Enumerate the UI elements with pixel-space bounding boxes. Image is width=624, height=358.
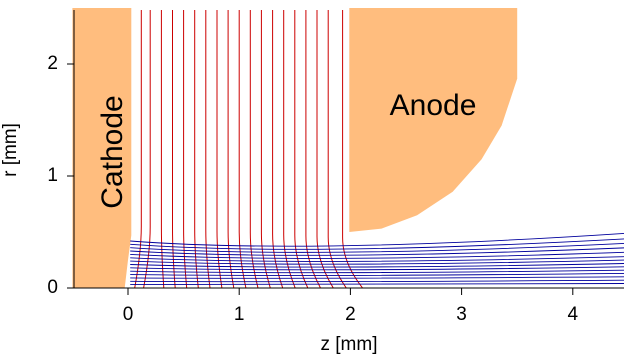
cathode-label: Cathode bbox=[96, 95, 129, 208]
x-tick-label: 4 bbox=[568, 304, 579, 325]
electrode-regions bbox=[72, 8, 518, 288]
equipotential-line bbox=[216, 10, 223, 288]
trajectory-line bbox=[130, 279, 624, 283]
trajectory-line bbox=[130, 242, 624, 253]
trajectory-line bbox=[130, 247, 624, 256]
equipotential-line bbox=[205, 10, 211, 288]
equipotential-line bbox=[160, 10, 165, 288]
y-tick-label: 0 bbox=[47, 277, 58, 298]
x-axis-title: z [mm] bbox=[321, 334, 378, 355]
trajectory-line bbox=[130, 269, 624, 274]
trajectory-line bbox=[130, 266, 624, 271]
trajectory-line bbox=[130, 276, 624, 279]
trajectory-line bbox=[130, 272, 624, 276]
electron-trajectories bbox=[130, 232, 624, 286]
equipotential-line bbox=[342, 10, 363, 288]
trajectory-line bbox=[130, 238, 624, 250]
equipotential-line bbox=[327, 10, 347, 288]
x-tick-label: 0 bbox=[123, 304, 134, 325]
trajectory-line bbox=[130, 232, 624, 247]
equipotential-line bbox=[183, 10, 188, 288]
equipotential-line bbox=[194, 10, 199, 288]
cathode-region bbox=[72, 8, 132, 288]
anode-region bbox=[349, 8, 518, 232]
x-tick-label: 2 bbox=[345, 304, 356, 325]
trajectory-line bbox=[130, 283, 624, 286]
x-tick-label: 3 bbox=[456, 304, 467, 325]
equipotential-line bbox=[172, 10, 176, 288]
equipotential-line bbox=[294, 10, 309, 288]
trajectory-line bbox=[130, 263, 624, 268]
trajectory-line bbox=[130, 259, 624, 265]
equipotential-line bbox=[134, 10, 142, 288]
anode-label: Anode bbox=[390, 89, 477, 122]
y-tick-label: 2 bbox=[47, 53, 58, 74]
trajectory-line bbox=[130, 256, 624, 262]
equipotential-line bbox=[143, 10, 151, 288]
trajectory-line bbox=[130, 251, 624, 259]
axes: 0 1 2 3 4 0 1 2 bbox=[47, 10, 624, 325]
y-tick-label: 1 bbox=[47, 165, 58, 186]
y-axis-title: r [mm] bbox=[0, 123, 21, 177]
x-tick-label: 1 bbox=[234, 304, 245, 325]
